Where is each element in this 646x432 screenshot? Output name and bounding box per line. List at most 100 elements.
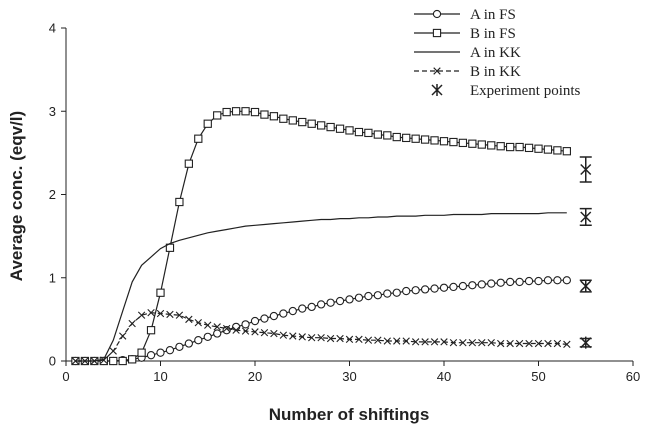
data-point <box>580 163 592 176</box>
legend-entry-a-in-kk: A in KK <box>414 45 521 61</box>
data-point <box>335 124 345 133</box>
data-point <box>308 334 316 342</box>
series-a-in-fs <box>71 276 571 366</box>
data-point <box>553 146 562 155</box>
data-point <box>345 295 354 304</box>
data-point <box>288 306 297 316</box>
data-point <box>175 342 184 351</box>
axes: 0 10 20 30 40 50 60 0 1 2 3 4 <box>49 21 640 385</box>
data-point <box>468 338 477 347</box>
data-point <box>137 311 146 319</box>
data-point <box>194 319 202 327</box>
data-point <box>279 309 288 318</box>
data-point <box>392 288 401 297</box>
data-point <box>175 311 184 319</box>
data-point <box>232 326 240 334</box>
data-point <box>440 338 448 346</box>
data-point <box>373 130 382 139</box>
y-tick-label: 4 <box>49 21 56 36</box>
data-point <box>326 334 335 343</box>
data-point <box>213 323 221 331</box>
data-point <box>383 289 392 298</box>
data-point <box>316 121 326 130</box>
data-point <box>269 311 279 321</box>
data-point <box>402 286 411 296</box>
data-point <box>128 319 136 328</box>
data-point <box>383 131 392 140</box>
data-point <box>420 285 430 294</box>
data-point <box>137 348 146 357</box>
data-point <box>118 356 127 366</box>
data-point <box>364 128 373 138</box>
data-point <box>298 333 306 341</box>
data-point <box>250 107 260 117</box>
data-point <box>317 334 325 342</box>
data-point <box>251 328 259 336</box>
series-experiment-points <box>579 156 592 349</box>
y-tick-label: 0 <box>49 354 56 369</box>
data-point <box>402 133 411 143</box>
data-point <box>289 332 297 340</box>
data-point <box>459 338 467 347</box>
data-point <box>580 210 592 223</box>
data-point <box>269 112 279 121</box>
data-point <box>477 140 486 149</box>
data-point <box>119 332 127 340</box>
data-point <box>222 324 231 333</box>
data-point <box>109 356 118 366</box>
data-point <box>439 283 449 292</box>
data-point <box>468 139 477 148</box>
y-tick-label: 3 <box>49 104 56 119</box>
data-point <box>194 336 203 345</box>
data-point <box>421 338 429 346</box>
data-point <box>496 142 505 151</box>
data-point <box>543 276 553 285</box>
data-point <box>477 280 486 289</box>
data-point <box>430 338 439 346</box>
data-point <box>468 281 477 290</box>
legend-label: B in KK <box>470 64 521 80</box>
data-point <box>298 304 307 313</box>
data-point <box>213 329 222 338</box>
legend-label: A in FS <box>470 7 516 23</box>
data-point <box>288 116 297 125</box>
data-point <box>354 127 364 137</box>
data-point <box>449 282 458 292</box>
data-point <box>222 107 231 117</box>
data-point <box>326 298 335 307</box>
data-point <box>458 281 468 291</box>
data-point <box>478 338 486 347</box>
data-point <box>231 107 241 116</box>
data-point <box>563 340 571 349</box>
data-point <box>71 357 80 365</box>
data-point <box>506 339 514 348</box>
data-point <box>316 300 326 309</box>
data-point <box>156 309 165 318</box>
data-point <box>430 136 439 145</box>
data-point <box>298 117 307 127</box>
data-point <box>165 346 175 355</box>
data-point <box>505 277 515 287</box>
data-point <box>213 111 222 120</box>
data-point <box>373 291 382 300</box>
data-point <box>345 126 354 135</box>
legend-marker <box>432 28 442 38</box>
series-b-in-fs <box>71 107 571 366</box>
data-point <box>146 326 156 335</box>
data-point <box>393 337 401 345</box>
y-tick-label: 1 <box>49 270 56 285</box>
data-point <box>231 322 241 332</box>
data-point <box>260 329 269 337</box>
series-line <box>75 212 567 362</box>
data-point <box>449 338 458 347</box>
data-point <box>439 137 449 146</box>
data-point <box>544 339 552 348</box>
data-point <box>562 276 571 285</box>
data-point <box>345 335 354 344</box>
data-point <box>336 334 344 343</box>
data-point <box>241 327 250 335</box>
data-point <box>562 147 571 156</box>
data-point <box>147 309 155 317</box>
x-tick-label: 60 <box>626 369 640 384</box>
